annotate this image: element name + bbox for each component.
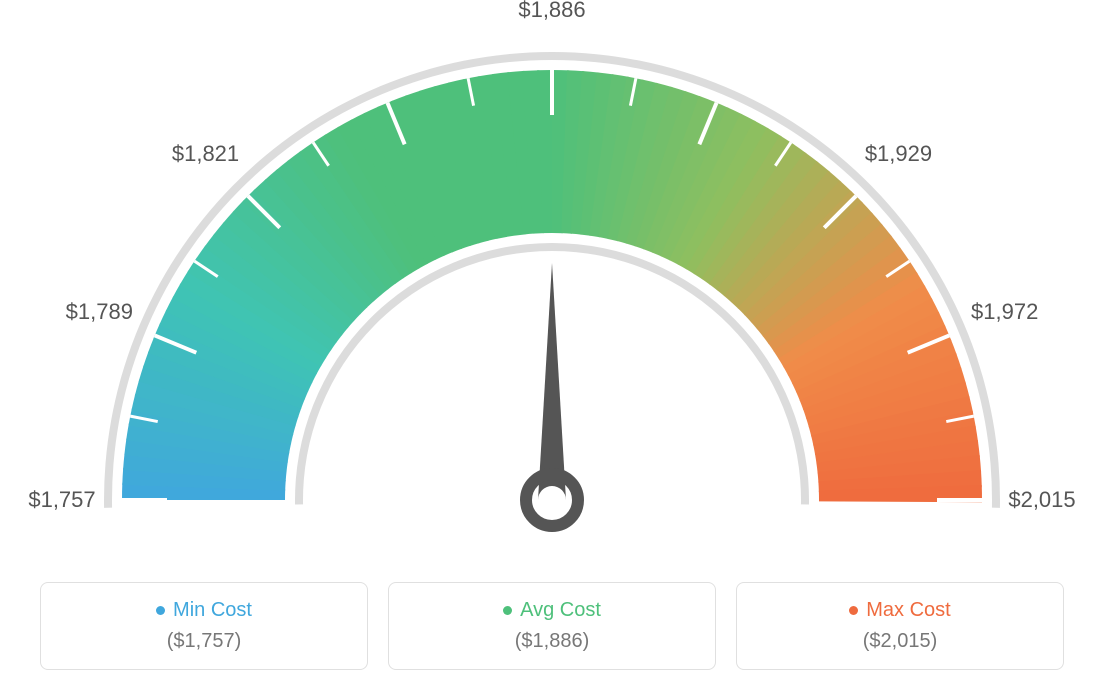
legend-avg-label: Avg Cost — [520, 599, 601, 621]
legend-card-max: Max Cost ($2,015) — [736, 582, 1064, 670]
legend-min-label: Min Cost — [173, 599, 252, 621]
legend-row: Min Cost ($1,757) Avg Cost ($1,886) Max … — [40, 582, 1064, 670]
gauge-tick-label: $1,789 — [66, 299, 133, 325]
legend-avg-value: ($1,886) — [399, 630, 705, 653]
gauge-svg — [0, 0, 1104, 560]
gauge-chart-container: $1,757 $1,789 $1,821 $1,886 $1,929 $1,972 $2,0… — [0, 0, 1104, 690]
gauge-area: $1,757 $1,789 $1,821 $1,886 $1,929 $1,972 $2,0… — [0, 0, 1104, 560]
legend-max-value: ($2,015) — [747, 630, 1053, 653]
legend-card-avg: Avg Cost ($1,886) — [388, 582, 716, 670]
gauge-tick-label: $1,972 — [971, 299, 1038, 325]
legend-card-min: Min Cost ($1,757) — [40, 582, 368, 670]
legend-min-value: ($1,757) — [51, 630, 357, 653]
gauge-tick-label: $2,015 — [1008, 487, 1075, 513]
legend-avg-dot — [503, 606, 512, 615]
legend-min-title: Min Cost — [51, 599, 357, 622]
gauge-tick-label: $1,757 — [28, 487, 95, 513]
legend-max-label: Max Cost — [866, 599, 950, 621]
legend-max-title: Max Cost — [747, 599, 1053, 622]
gauge-tick-label: $1,886 — [518, 0, 585, 23]
legend-max-dot — [849, 606, 858, 615]
legend-avg-title: Avg Cost — [399, 599, 705, 622]
gauge-tick-label: $1,821 — [172, 141, 239, 167]
legend-min-dot — [156, 606, 165, 615]
gauge-tick-label: $1,929 — [865, 141, 932, 167]
